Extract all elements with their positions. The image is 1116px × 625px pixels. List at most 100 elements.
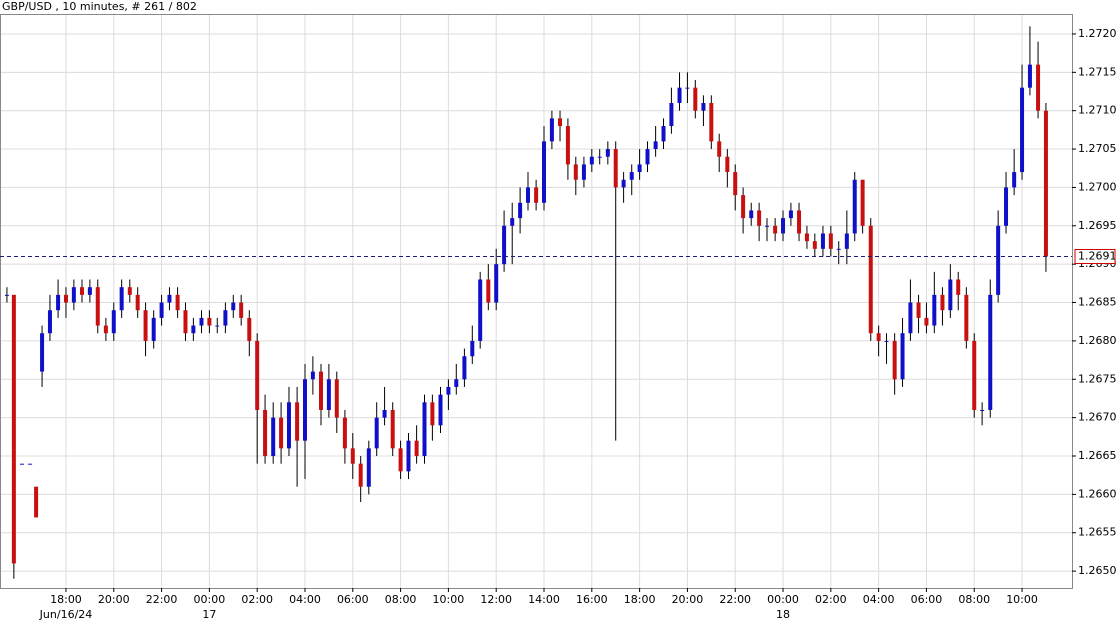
- candle-body: [773, 225, 778, 234]
- candle-body: [797, 210, 802, 234]
- candle-body: [876, 333, 881, 341]
- candle-body: [310, 371, 315, 380]
- x-tick-label: 04:00: [863, 593, 895, 606]
- candle-body: [749, 210, 754, 219]
- candle-body: [916, 302, 921, 318]
- x-tick-label: 06:00: [911, 593, 943, 606]
- candle-body: [271, 417, 276, 457]
- candle-body: [406, 440, 411, 472]
- candle-body: [374, 417, 379, 449]
- candle-body: [135, 294, 140, 311]
- candle-body: [1043, 110, 1048, 257]
- candle-body: [47, 310, 52, 334]
- candle-body: [510, 218, 515, 226]
- candle-body: [326, 379, 331, 410]
- x-tick-label: 06:00: [337, 593, 369, 606]
- candle-body: [812, 241, 817, 249]
- candle-body: [908, 302, 913, 334]
- candle-body: [111, 310, 116, 334]
- candle-body: [167, 294, 172, 303]
- candle-body: [334, 379, 339, 418]
- candle-body: [103, 325, 108, 334]
- candle-body: [685, 87, 690, 89]
- candle-body: [717, 141, 722, 157]
- date-label: 17: [202, 608, 216, 621]
- candle-body: [733, 172, 738, 196]
- candle-body: [996, 225, 1001, 295]
- candle-body: [988, 294, 993, 410]
- candle-body: [956, 279, 961, 295]
- candle-body: [860, 179, 865, 226]
- candle-body: [661, 126, 666, 142]
- x-tick-label: 22:00: [146, 593, 178, 606]
- candle-body: [286, 402, 291, 449]
- x-tick-label: 20:00: [98, 593, 130, 606]
- y-tick-label: 1.2655: [1078, 526, 1116, 539]
- candle-body: [191, 325, 196, 334]
- candle-body: [924, 317, 929, 326]
- y-tick-label: 1.2695: [1078, 219, 1116, 232]
- candle-body: [382, 409, 387, 418]
- candle-body: [295, 402, 300, 441]
- candle-body: [709, 103, 714, 142]
- y-tick-label: 1.2685: [1078, 296, 1116, 309]
- candle-body: [151, 317, 156, 341]
- candle-body: [199, 317, 204, 326]
- x-tick-label: 18:00: [624, 593, 656, 606]
- candle-body: [804, 233, 809, 242]
- candle-body: [398, 448, 403, 472]
- candle-body: [637, 164, 642, 173]
- candle-body: [446, 386, 451, 395]
- candle-body: [573, 164, 578, 180]
- candle-body: [263, 409, 268, 457]
- candle-body: [478, 279, 483, 341]
- candle-body: [581, 164, 586, 180]
- candle-body: [63, 294, 68, 303]
- x-tick-label: 02:00: [241, 593, 273, 606]
- y-tick-label: 1.2715: [1078, 65, 1116, 78]
- candle-body: [175, 294, 180, 311]
- candle-body: [868, 225, 873, 334]
- candle-body: [629, 172, 634, 180]
- candle-body: [358, 463, 363, 487]
- x-tick-label: 04:00: [289, 593, 321, 606]
- candle-body: [56, 294, 61, 311]
- y-tick-label: 1.2670: [1078, 411, 1116, 424]
- x-tick-label: 08:00: [385, 593, 417, 606]
- candle-body: [247, 317, 252, 341]
- y-tick-label: 1.2665: [1078, 449, 1116, 462]
- candle-body: [525, 187, 530, 203]
- candle-body: [542, 141, 547, 203]
- candle-body: [159, 302, 164, 318]
- candle-body: [549, 118, 554, 142]
- candle-body: [1020, 87, 1025, 173]
- candle-body: [502, 225, 507, 265]
- candle-body: [366, 448, 371, 487]
- candle-body: [558, 118, 563, 127]
- x-tick-label: 02:00: [815, 593, 847, 606]
- x-tick-label: 00:00: [194, 593, 226, 606]
- y-tick-label: 1.2710: [1078, 104, 1116, 117]
- candle-body: [980, 409, 985, 411]
- candle-body: [430, 402, 435, 426]
- candle-body: [605, 149, 610, 157]
- candle-body: [741, 195, 746, 219]
- plot-layer: [0, 14, 1072, 588]
- candle-body: [34, 486, 39, 518]
- candle-body: [1036, 64, 1041, 111]
- candle-body: [613, 149, 618, 188]
- candle-body: [319, 371, 324, 410]
- candle-body: [828, 233, 833, 249]
- x-tick-label: 22:00: [719, 593, 751, 606]
- candle-body: [1004, 187, 1009, 226]
- candle-body: [486, 279, 491, 303]
- candle-body: [28, 463, 33, 465]
- candle-body: [701, 103, 706, 111]
- candle-body: [932, 294, 937, 326]
- x-tick-label: 16:00: [576, 593, 608, 606]
- y-tick-label: 1.2675: [1078, 372, 1116, 385]
- candle-body: [414, 440, 419, 457]
- candle-body: [940, 294, 945, 311]
